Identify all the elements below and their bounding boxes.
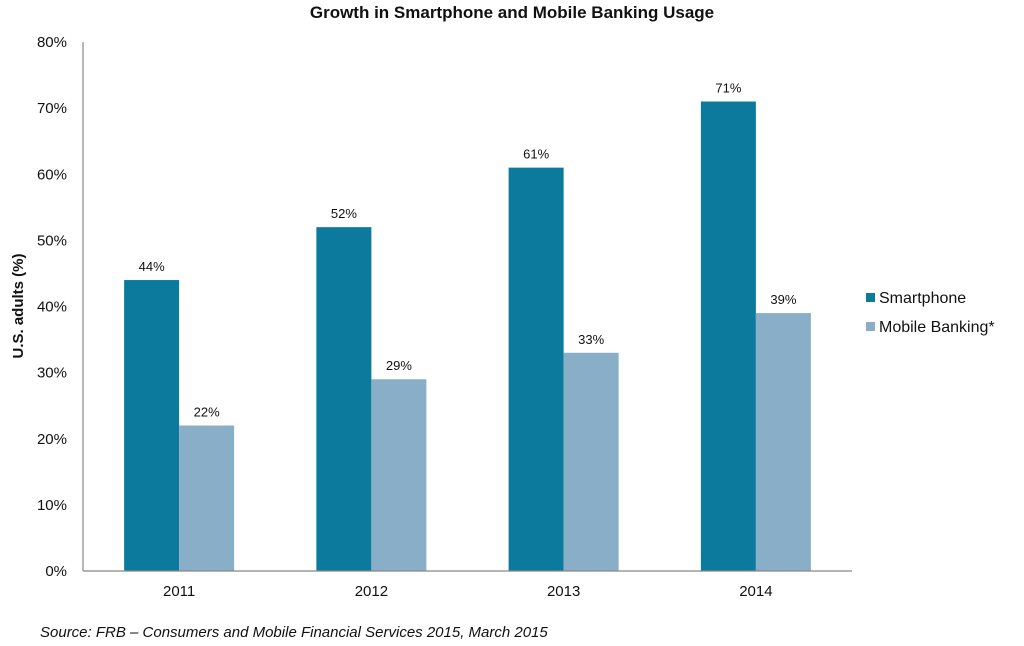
y-axis-label: U.S. adults (%): [10, 253, 27, 358]
data-label: 71%: [715, 81, 741, 96]
bar-smartphone-2012: [316, 227, 372, 571]
y-tick-label: 30%: [37, 365, 67, 382]
y-tick-label: 70%: [37, 100, 67, 117]
bar-mobile-banking-2011: [179, 425, 235, 571]
legend: Smartphone Mobile Banking*: [866, 290, 995, 336]
y-tick-label: 40%: [37, 299, 67, 316]
x-tick-label: 2014: [739, 583, 772, 600]
y-tick-label: 10%: [37, 497, 67, 514]
y-tick-label: 50%: [37, 232, 67, 249]
x-tick-label: 2011: [163, 583, 195, 600]
data-label: 52%: [331, 206, 357, 221]
x-tick-label: 2013: [547, 583, 580, 600]
data-label: 44%: [139, 259, 165, 274]
data-label: 33%: [578, 332, 604, 347]
bar-mobile-banking-2013: [563, 352, 619, 571]
legend-swatch: [866, 293, 875, 302]
bar-smartphone-2013: [508, 167, 564, 571]
data-label: 22%: [194, 405, 220, 420]
legend-label: Smartphone: [879, 290, 966, 307]
y-tick-label: 20%: [37, 431, 67, 448]
x-tick-label: 2012: [355, 583, 388, 600]
data-label: 39%: [770, 292, 796, 307]
bar-smartphone-2014: [700, 101, 756, 571]
legend-label: Mobile Banking*: [879, 319, 995, 336]
source-note: Source: FRB – Consumers and Mobile Finan…: [40, 624, 548, 641]
data-label: 29%: [386, 358, 412, 373]
chart-title: Growth in Smartphone and Mobile Banking …: [310, 3, 714, 22]
legend-swatch: [866, 322, 875, 331]
y-tick-label: 80%: [37, 34, 67, 51]
y-tick-label: 0%: [45, 563, 67, 580]
data-label: 61%: [523, 147, 549, 162]
bar-mobile-banking-2014: [755, 313, 811, 571]
bar-smartphone-2011: [124, 280, 180, 571]
y-tick-label: 60%: [37, 166, 67, 183]
bar-mobile-banking-2012: [371, 379, 427, 571]
